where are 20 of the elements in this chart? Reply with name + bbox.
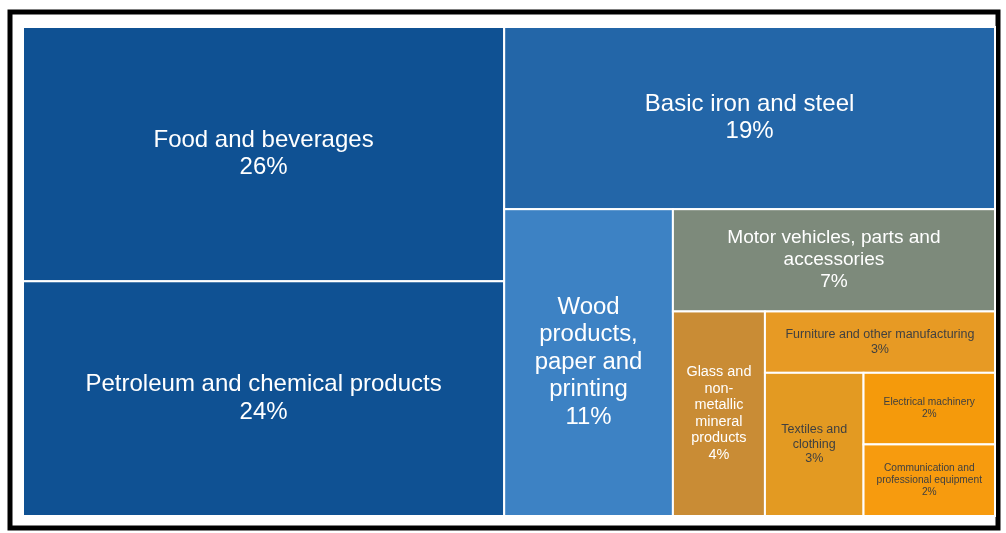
category-label: Motor vehicles, parts and accessories <box>727 226 941 270</box>
data-label: 2% <box>921 485 937 497</box>
category-label: Furniture and other manufacturing <box>785 327 975 342</box>
data-label: 7% <box>820 270 848 292</box>
data-label: 2% <box>921 408 937 420</box>
data-label: 11% <box>565 402 612 429</box>
category-label: Communication and professional equipment <box>876 462 983 485</box>
category-label: Electrical machinery <box>883 396 976 408</box>
category-label: Basic iron and steel <box>644 88 855 116</box>
category-label: Glass and non-metallic mineral products <box>686 363 752 446</box>
data-label: 3% <box>870 341 890 356</box>
data-label: 24% <box>239 396 288 424</box>
data-label: 19% <box>725 116 774 144</box>
category-label: Food and beverages <box>153 124 374 152</box>
category-label: Textiles and clothing <box>781 422 848 451</box>
data-label: 4% <box>708 446 730 463</box>
category-label: Petroleum and chemical products <box>85 369 442 397</box>
data-label: 3% <box>805 451 824 466</box>
data-label: 26% <box>239 152 288 180</box>
category-label: Wood products, paper and printing <box>534 291 643 402</box>
